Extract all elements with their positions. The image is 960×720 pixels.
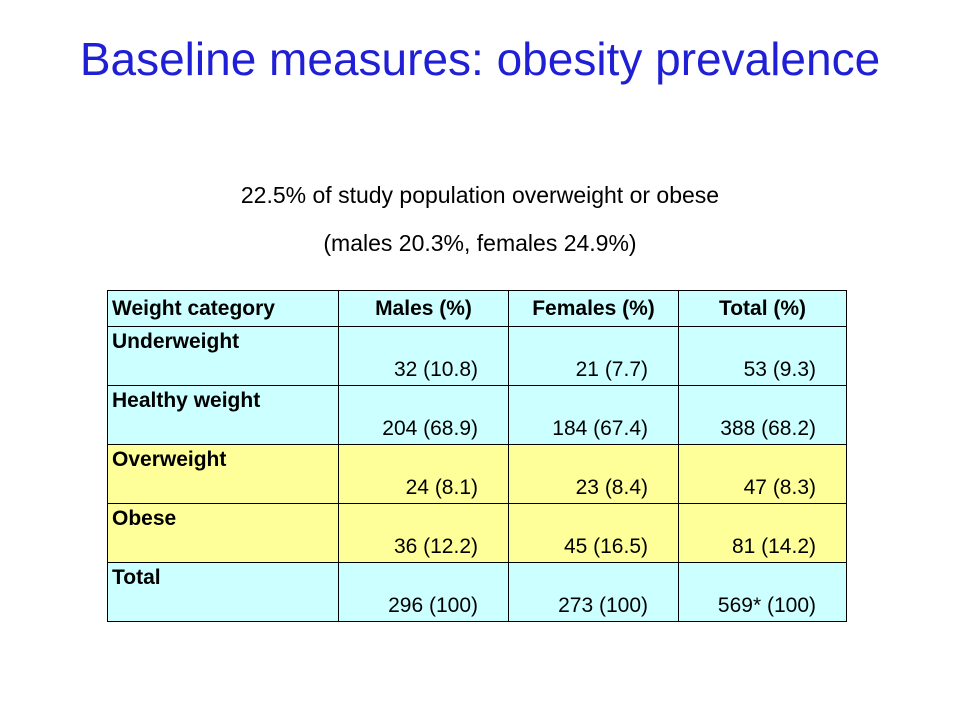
row-total: 81 (14.2) <box>678 503 847 563</box>
table-row: Obese 36 (12.2) 45 (16.5) 81 (14.2) <box>107 503 847 563</box>
row-females: 23 (8.4) <box>508 444 679 504</box>
header-weight-category: Weight category <box>107 290 339 327</box>
header-males: Males (%) <box>338 290 509 327</box>
row-category: Total <box>107 562 339 622</box>
table-row: Overweight 24 (8.1) 23 (8.4) 47 (8.3) <box>107 444 847 504</box>
subtitle-line-1: 22.5% of study population overweight or … <box>240 182 720 208</box>
row-females: 21 (7.7) <box>508 326 679 386</box>
table-header-row: Weight category Males (%) Females (%) To… <box>107 290 847 327</box>
row-total: 388 (68.2) <box>678 385 847 445</box>
row-category: Underweight <box>107 326 339 386</box>
row-females: 184 (67.4) <box>508 385 679 445</box>
row-males: 36 (12.2) <box>338 503 509 563</box>
header-total: Total (%) <box>678 290 847 327</box>
row-males: 204 (68.9) <box>338 385 509 445</box>
row-category: Healthy weight <box>107 385 339 445</box>
row-males: 296 (100) <box>338 562 509 622</box>
table-row: Underweight 32 (10.8) 21 (7.7) 53 (9.3) <box>107 326 847 386</box>
row-males: 32 (10.8) <box>338 326 509 386</box>
row-males: 24 (8.1) <box>338 444 509 504</box>
slide-title: Baseline measures: obesity prevalence <box>79 33 881 85</box>
row-females: 45 (16.5) <box>508 503 679 563</box>
row-females: 273 (100) <box>508 562 679 622</box>
row-category: Overweight <box>107 444 339 504</box>
table-row: Healthy weight 204 (68.9) 184 (67.4) 388… <box>107 385 847 445</box>
row-total: 53 (9.3) <box>678 326 847 386</box>
obesity-table: Weight category Males (%) Females (%) To… <box>107 290 847 622</box>
row-total: 569* (100) <box>678 562 847 622</box>
table-row: Total 296 (100) 273 (100) 569* (100) <box>107 562 847 622</box>
row-category: Obese <box>107 503 339 563</box>
header-females: Females (%) <box>508 290 679 327</box>
row-total: 47 (8.3) <box>678 444 847 504</box>
subtitle-line-2: (males 20.3%, females 24.9%) <box>323 230 637 256</box>
